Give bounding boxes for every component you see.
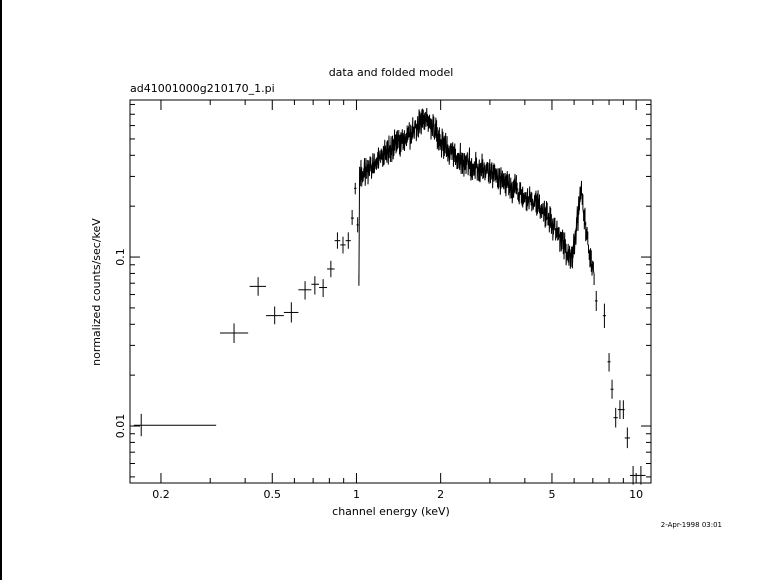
window-left-edge — [0, 0, 2, 580]
x-tick-label: 2 — [437, 488, 444, 501]
data-point — [334, 232, 341, 249]
x-tick-label: 1 — [353, 488, 360, 501]
axis-ticks: 0.2 0.5 1 2 5 10 0.01 0.1 — [114, 100, 651, 501]
y-tick-label: 0.01 — [114, 414, 127, 439]
data-point — [610, 379, 614, 399]
data-point — [636, 465, 646, 485]
plot-frame — [129, 99, 652, 484]
y-axis-label: normalized counts/sec/keV — [90, 218, 103, 366]
data-point — [266, 306, 284, 325]
x-tick-label: 10 — [629, 488, 643, 501]
data-point — [219, 323, 249, 343]
data-point — [350, 209, 355, 225]
data-point — [345, 232, 351, 249]
x-tick-label: 0.5 — [264, 488, 282, 501]
data-point — [298, 281, 312, 300]
data-point — [319, 279, 328, 298]
chart-subtitle: ad41001000g210170_1.pi — [130, 82, 275, 95]
data-point — [602, 303, 606, 329]
data-point — [629, 465, 637, 485]
data-point — [613, 407, 618, 428]
data-point — [624, 427, 630, 449]
data-point — [249, 277, 267, 296]
data-point — [133, 413, 217, 437]
data-point — [356, 217, 359, 233]
chart-title: data and folded model — [329, 66, 454, 79]
y-tick-label: 0.1 — [114, 248, 127, 266]
data-point — [621, 400, 625, 420]
data-point — [283, 302, 299, 323]
data-point — [594, 290, 598, 311]
data-point — [607, 353, 611, 372]
data-point — [311, 276, 320, 295]
data-point — [340, 236, 346, 254]
timestamp-label: 2-Apr-1998 03:01 — [661, 521, 722, 529]
spectrum-line — [358, 107, 595, 286]
data-point — [327, 260, 335, 278]
error-cross-series — [133, 182, 646, 485]
data-point — [617, 400, 622, 420]
x-tick-label: 5 — [548, 488, 555, 501]
x-axis-label: channel energy (keV) — [332, 505, 450, 518]
data-point — [354, 182, 357, 195]
x-tick-label: 0.2 — [152, 488, 170, 501]
